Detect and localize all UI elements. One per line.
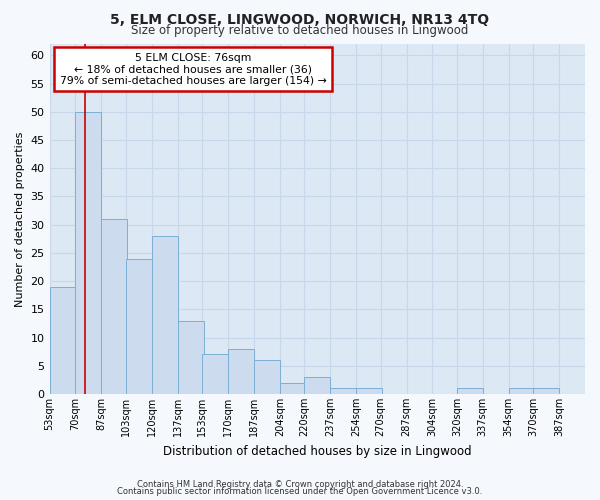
Text: 5, ELM CLOSE, LINGWOOD, NORWICH, NR13 4TQ: 5, ELM CLOSE, LINGWOOD, NORWICH, NR13 4T… (110, 12, 490, 26)
Bar (152, 236, 178, 394)
Bar (330, 388, 356, 394)
Bar (202, 354, 228, 394)
Y-axis label: Number of detached properties: Number of detached properties (15, 132, 25, 306)
Bar (254, 360, 280, 394)
Bar (228, 349, 254, 394)
Text: Size of property relative to detached houses in Lingwood: Size of property relative to detached ho… (131, 24, 469, 37)
Bar (76, 112, 101, 394)
Bar (457, 388, 483, 394)
Bar (178, 320, 203, 394)
Text: 5 ELM CLOSE: 76sqm
← 18% of detached houses are smaller (36)
79% of semi-detache: 5 ELM CLOSE: 76sqm ← 18% of detached hou… (59, 53, 326, 86)
Bar (126, 258, 152, 394)
Bar (101, 219, 127, 394)
Bar (280, 382, 306, 394)
Text: Contains public sector information licensed under the Open Government Licence v3: Contains public sector information licen… (118, 487, 482, 496)
X-axis label: Distribution of detached houses by size in Lingwood: Distribution of detached houses by size … (163, 444, 472, 458)
Bar (50, 287, 76, 394)
Text: Contains HM Land Registry data © Crown copyright and database right 2024.: Contains HM Land Registry data © Crown c… (137, 480, 463, 489)
Bar (533, 388, 559, 394)
Bar (356, 388, 382, 394)
Bar (304, 377, 330, 394)
Bar (509, 388, 535, 394)
